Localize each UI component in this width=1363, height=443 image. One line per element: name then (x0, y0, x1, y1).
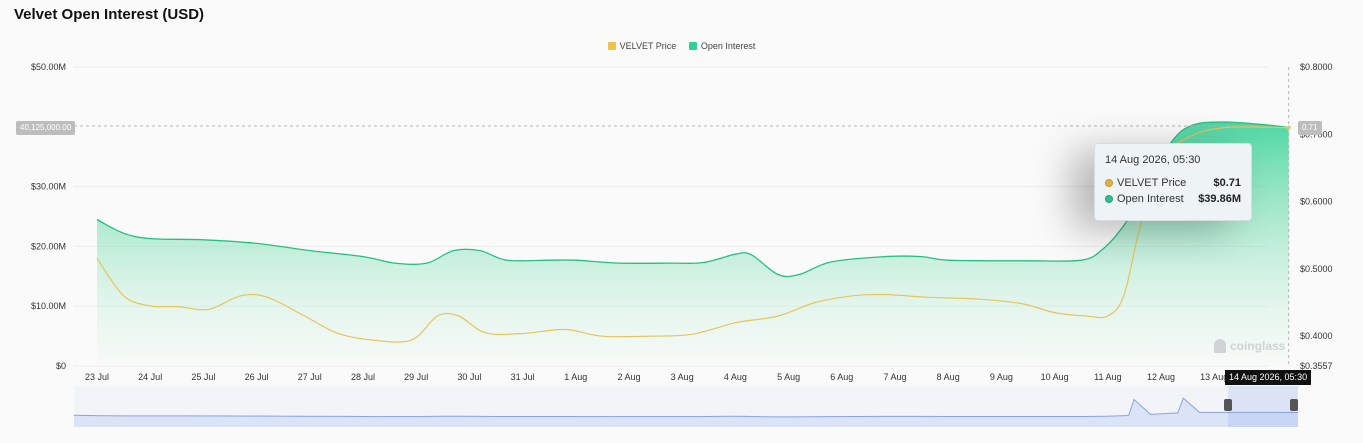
tooltip-name-price: VELVET Price (1117, 177, 1187, 189)
x-axis-tick-label: 1 Aug (564, 372, 587, 382)
watermark-text: coinglass (1230, 339, 1286, 353)
tooltip-row-price: VELVET Price $0.71 (1105, 177, 1241, 189)
x-axis-tick-label: 10 Aug (1041, 372, 1069, 382)
x-axis-tick-label: 29 Jul (404, 372, 428, 382)
tooltip-name-open-interest: Open Interest (1117, 193, 1184, 205)
x-axis-tick-label: 4 Aug (724, 372, 747, 382)
coinglass-logo-icon (1214, 339, 1226, 353)
x-axis-tick-label: 12 Aug (1147, 372, 1175, 382)
tooltip-dot-open-interest (1105, 195, 1113, 203)
navigator-handle-left[interactable] (1224, 399, 1232, 411)
chart-title: Velvet Open Interest (USD) (14, 6, 205, 23)
x-axis-tick-label: 26 Jul (245, 372, 269, 382)
tooltip-value-open-interest: $39.86M (1198, 193, 1241, 205)
chart-tooltip: 14 Aug 2026, 05:30 VELVET Price $0.71 Op… (1094, 143, 1252, 221)
tooltip-date: 14 Aug 2026, 05:30 (1105, 154, 1201, 166)
legend-label-price: VELVET Price (619, 41, 677, 51)
x-axis-tick-label: 11 Aug (1094, 372, 1121, 382)
left-axis-tick-label: $0 (56, 361, 66, 371)
navigator-handle-right[interactable] (1290, 399, 1298, 411)
x-axis-tick-label: 6 Aug (830, 372, 853, 382)
x-axis-tick-label: 31 Jul (511, 372, 535, 382)
left-axis-tick-label: $10.00M (31, 301, 66, 311)
x-axis-tick-label: 27 Jul (298, 372, 322, 382)
x-axis-tick-label: 24 Jul (138, 372, 162, 382)
x-axis-tick-label: 8 Aug (937, 372, 960, 382)
navigator-line (73, 397, 1299, 418)
crosshair-y-label: 40,125,000.00 (16, 121, 76, 135)
price-line (96, 126, 1289, 343)
x-axis-tick-label: 9 Aug (990, 372, 1013, 382)
navigator[interactable] (73, 386, 1299, 427)
crosshair-price-label: 0.71 (1298, 121, 1322, 135)
legend-label-open-interest: Open Interest (700, 41, 756, 51)
x-axis-tick-label: 5 Aug (777, 372, 800, 382)
x-axis-tick-label: 23 Jul (85, 372, 109, 382)
chart-legend: VELVET Price Open Interest (0, 41, 1363, 52)
open-interest-area (97, 121, 1289, 367)
price-marker (1286, 125, 1291, 130)
right-axis-tick-label: $0.4000 (1300, 331, 1333, 341)
area-layer (74, 67, 1291, 367)
crosshair-x-label: 14 Aug 2026, 05:30 (1225, 370, 1312, 385)
legend-swatch-open-interest (688, 42, 697, 50)
left-axis-tick-label: $20.00M (31, 241, 66, 251)
watermark: coinglass (1214, 339, 1285, 353)
legend-swatch-price (607, 42, 616, 50)
navigator-selection (1228, 386, 1298, 427)
right-axis-tick-label: $0.6000 (1300, 197, 1333, 207)
x-axis-tick-label: 30 Jul (457, 372, 481, 382)
tooltip-dot-price (1105, 179, 1113, 187)
x-axis-tick-label: 28 Jul (351, 372, 375, 382)
x-axis-tick-label: 13 Aug (1200, 372, 1228, 382)
navigator-area (74, 398, 1298, 427)
x-axis-tick-label: 7 Aug (883, 372, 906, 382)
right-axis-tick-label: $0.8000 (1300, 62, 1333, 72)
x-axis-tick-label: 3 Aug (671, 372, 694, 382)
tooltip-value-price: $0.71 (1213, 177, 1241, 189)
x-axis-tick-label: 2 Aug (617, 372, 640, 382)
legend-item-price[interactable]: VELVET Price (607, 41, 677, 51)
left-axis-tick-label: $30.00M (31, 182, 66, 192)
left-axis-tick-label: $50.00M (31, 62, 66, 72)
tooltip-row-open-interest: Open Interest $39.86M (1105, 193, 1241, 205)
right-axis-tick-label: $0.5000 (1300, 264, 1333, 274)
right-axis-tick-label: $0.3557 (1300, 361, 1333, 371)
x-axis-tick-label: 25 Jul (191, 372, 215, 382)
legend-item-open-interest[interactable]: Open Interest (688, 41, 756, 51)
